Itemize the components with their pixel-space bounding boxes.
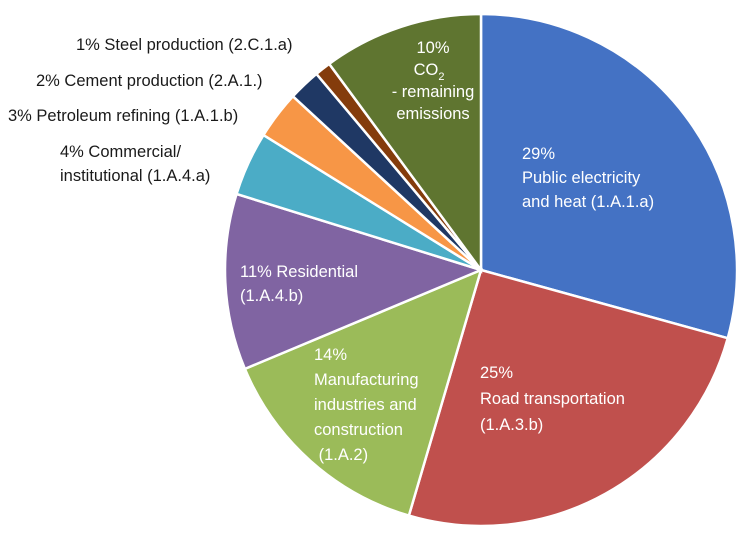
slice-label-line: 29%	[522, 145, 555, 163]
slice-label-commercial: 4% Commercial/institutional (1.A.4.a)	[60, 143, 210, 185]
pie-slice-remaining-co2	[327, 12, 483, 274]
slice-label-line: industries and	[314, 396, 417, 414]
slice-label-cement-production: 2% Cement production (2.A.1.)	[36, 72, 263, 90]
slice-label-line: - remaining	[392, 83, 475, 101]
co2-subscript: 2	[438, 71, 444, 83]
slice-label-public-electricity: 29% Public electricity and heat (1.A.1.a)	[522, 145, 654, 211]
slice-label-line: Public electricity	[522, 169, 641, 187]
pie-slice-public-electricity	[479, 12, 739, 340]
slice-label-line: CO2	[414, 61, 445, 83]
slice-label-line: construction	[314, 421, 403, 439]
slice-label-line: 3% Petroleum refining (1.A.1.b)	[8, 107, 238, 125]
slice-label-petroleum-refining: 3% Petroleum refining (1.A.1.b)	[8, 107, 238, 125]
slice-label-line: and heat (1.A.1.a)	[522, 193, 654, 211]
pie-slice-residential	[223, 192, 485, 371]
slice-label-line: 4% Commercial/	[60, 143, 181, 161]
slice-label-line: (1.A.3.b)	[480, 416, 543, 434]
slice-label-residential: 11% Residential (1.A.4.b)	[240, 263, 358, 305]
slice-label-line: 1% Steel production (2.C.1.a)	[76, 36, 292, 54]
slice-label-line: institutional (1.A.4.a)	[60, 167, 210, 185]
slice-label-line: 2% Cement production (2.A.1.)	[36, 72, 263, 90]
slice-label-line: 11% Residential	[240, 263, 358, 281]
slice-label-line: (1.A.4.b)	[240, 287, 303, 305]
slice-label-line: Road transportation	[480, 390, 625, 408]
slice-label-manufacturing: 14% Manufacturing industries and constructi…	[314, 346, 419, 464]
slice-label-line: (1.A.2)	[314, 446, 368, 464]
slice-label-line: 10%	[416, 39, 449, 57]
slice-label-remaining-co2: 10% CO2- remaining emissions	[392, 39, 475, 123]
slice-label-line: emissions	[396, 105, 469, 123]
slice-label-line: 14%	[314, 346, 347, 364]
pie-slice-manufacturing	[243, 267, 483, 518]
slice-label-steel-production: 1% Steel production (2.C.1.a)	[76, 36, 292, 54]
slice-label-line: Manufacturing	[314, 371, 419, 389]
pie-slice-road-transportation	[407, 268, 730, 528]
slice-label-road-transportation: 25% Road transportation (1.A.3.b)	[480, 364, 625, 434]
slice-label-line: 25%	[480, 364, 513, 382]
